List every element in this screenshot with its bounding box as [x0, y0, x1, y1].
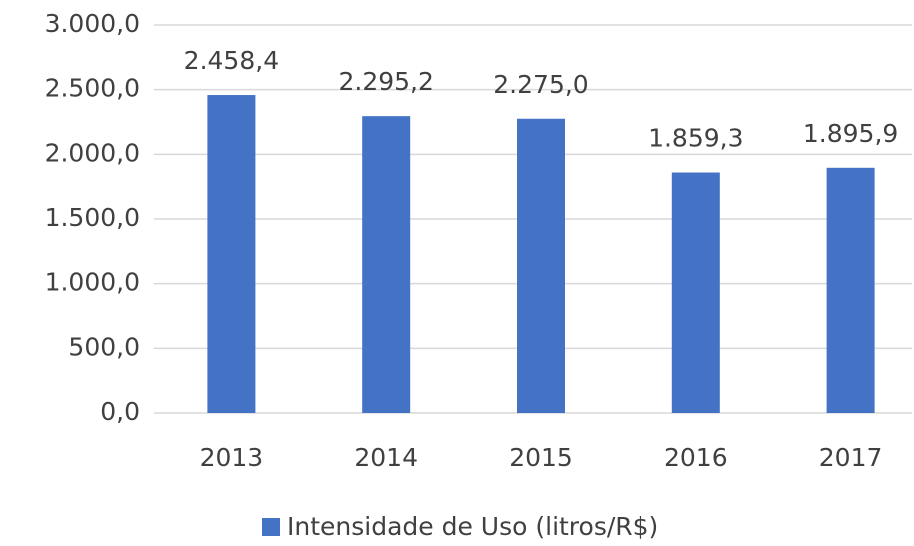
- y-tick-label: 2.500,0: [45, 74, 140, 103]
- y-tick-label: 1.500,0: [45, 203, 140, 232]
- bar: [207, 95, 256, 413]
- data-label: 1.895,9: [803, 119, 898, 148]
- legend-swatch: [262, 518, 280, 536]
- bar: [671, 172, 720, 413]
- y-tick-label: 2.000,0: [45, 138, 140, 167]
- y-tick-label: 3.000,0: [45, 9, 140, 38]
- y-tick-label: 1.000,0: [45, 268, 140, 297]
- data-label: 2.295,2: [338, 67, 433, 96]
- x-tick-label: 2014: [354, 443, 418, 472]
- legend-label: Intensidade de Uso (litros/R$): [287, 512, 658, 541]
- x-tick-label: 2015: [509, 443, 573, 472]
- y-tick-label: 500,0: [68, 332, 140, 361]
- data-label: 2.275,0: [493, 70, 588, 99]
- bar: [826, 167, 875, 413]
- x-tick-label: 2016: [664, 443, 728, 472]
- y-tick-label: 0,0: [100, 397, 140, 426]
- bar: [362, 116, 411, 413]
- data-label: 1.859,3: [648, 124, 743, 153]
- bar: [517, 118, 565, 414]
- x-tick-label: 2013: [200, 443, 264, 472]
- data-label: 2.458,4: [184, 46, 279, 75]
- x-tick-label: 2017: [819, 443, 883, 472]
